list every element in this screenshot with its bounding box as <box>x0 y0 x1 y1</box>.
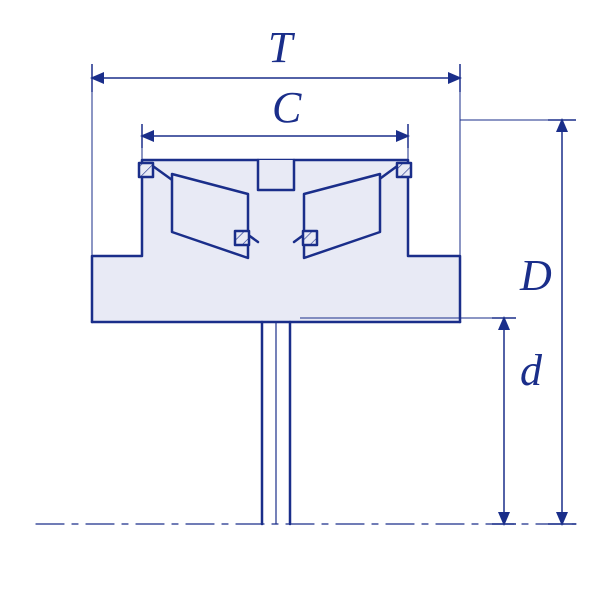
label-d: d <box>520 345 542 396</box>
bearing-cross-section <box>36 160 576 524</box>
label-T: T <box>268 22 292 73</box>
label-D: D <box>520 250 552 301</box>
label-C: C <box>272 82 301 133</box>
